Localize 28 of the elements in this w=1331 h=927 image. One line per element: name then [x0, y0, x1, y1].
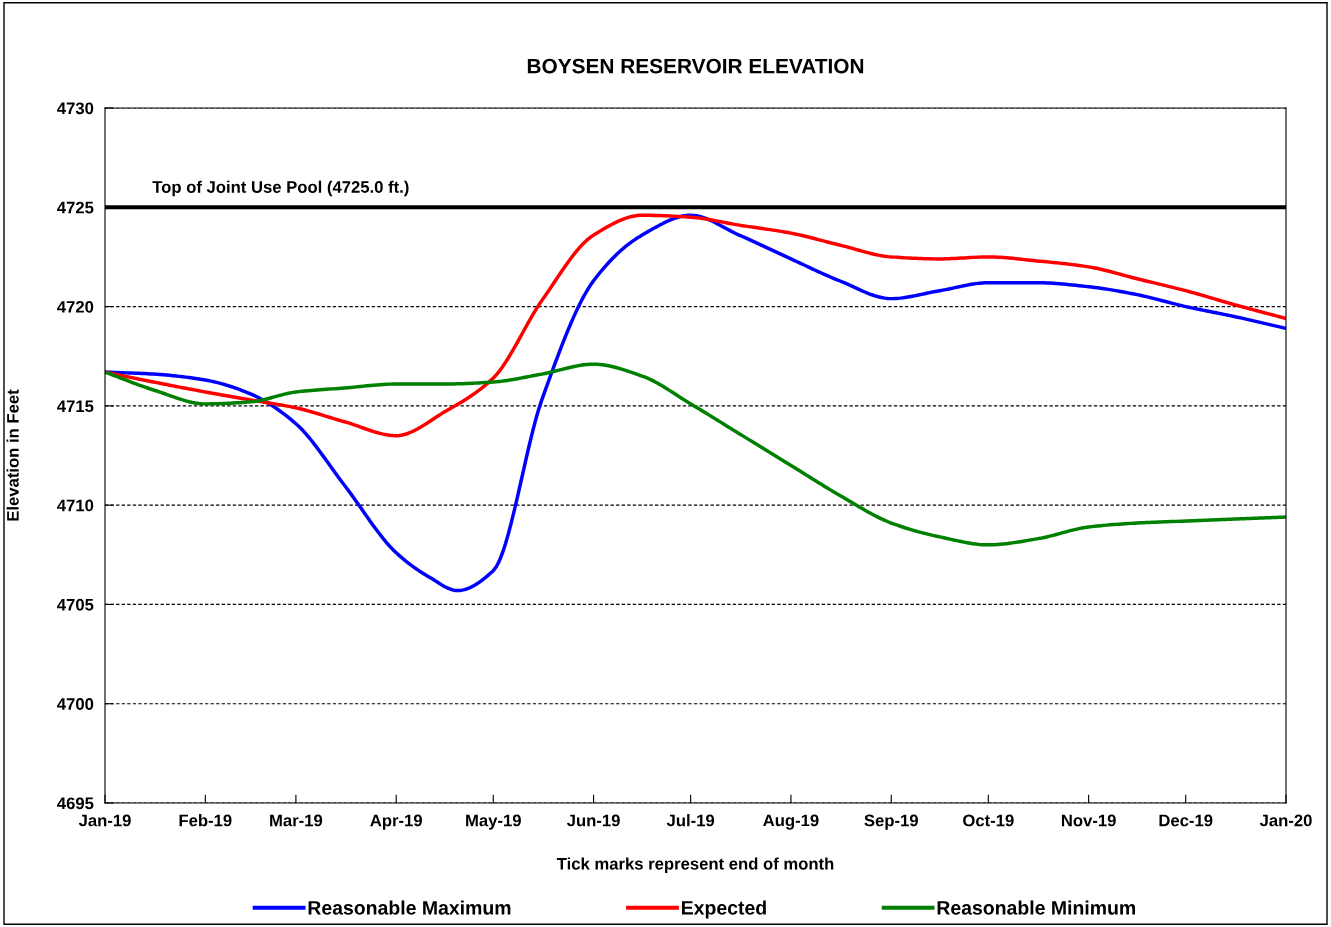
x-tick-label: Nov-19 — [1061, 814, 1116, 827]
x-tick-label: Jan-19 — [78, 814, 131, 827]
x-tick-label: Jun-19 — [566, 814, 620, 827]
y-tick-label: 4720 — [57, 300, 94, 313]
x-tick-label: Oct-19 — [963, 814, 1014, 827]
x-tick-label: Dec-19 — [1159, 814, 1213, 827]
x-tick-label: Mar-19 — [270, 814, 323, 827]
x-axis-title: Tick marks represent end of month — [556, 857, 834, 873]
y-tick-label: 4710 — [57, 499, 94, 512]
x-tick-label: Aug-19 — [763, 814, 819, 830]
y-tick-label: 4715 — [57, 400, 94, 413]
y-tick-label: 4695 — [57, 797, 94, 810]
legend-label: Expected — [682, 900, 766, 919]
y-tick-label: 4700 — [57, 698, 94, 710]
legend-label: Reasonable Minimum — [937, 900, 1135, 915]
y-tick-label: 4705 — [57, 598, 94, 611]
ref-line-label: Top of Joint Use Pool (4725.0 ft.) — [152, 180, 409, 197]
y-tick-label: 4730 — [57, 102, 94, 115]
chart-title: BOYSEN RESERVOIR ELEVATION — [527, 58, 864, 74]
x-tick-label: Apr-19 — [370, 814, 422, 830]
x-tick-label: Feb-19 — [179, 814, 232, 827]
x-tick-label: Sep-19 — [864, 814, 918, 830]
x-tick-label: May-19 — [466, 814, 521, 830]
legend-label: Reasonable Maximum — [308, 900, 511, 915]
y-tick-label: 4725 — [57, 201, 94, 214]
x-tick-label: Jan-20 — [1259, 814, 1312, 827]
y-axis-title: Elevation in Feet — [6, 389, 19, 521]
x-tick-label: Jul-19 — [666, 814, 715, 827]
